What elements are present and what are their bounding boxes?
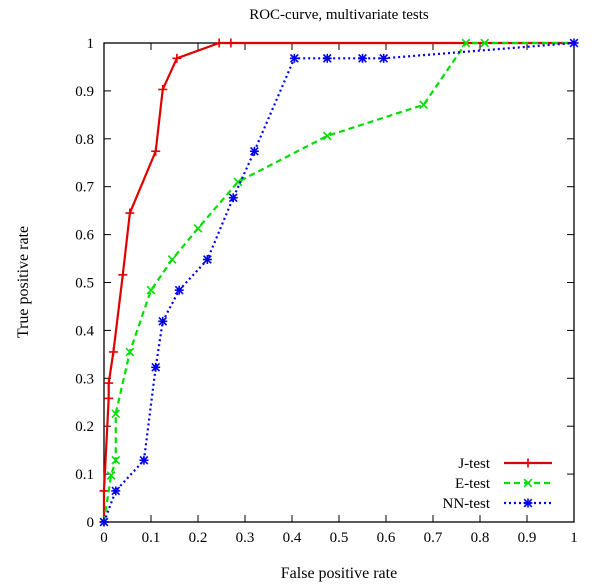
data-point-star — [151, 362, 161, 372]
data-point-plus — [214, 38, 224, 48]
data-point-cross — [322, 131, 332, 141]
y-axis-label: True positive rate — [15, 226, 32, 338]
data-point-cross — [167, 255, 177, 264]
plot-frame — [103, 42, 575, 523]
series-j-test — [99, 38, 574, 527]
y-tick-label: 0 — [87, 515, 95, 531]
y-tick-label: 0.5 — [75, 276, 94, 292]
data-point-star — [99, 517, 109, 527]
x-tick-label: 0 — [100, 530, 108, 546]
y-tick-label: 0.1 — [75, 467, 94, 483]
x-tick-label: 0.2 — [189, 530, 208, 546]
data-point-plus — [158, 84, 168, 94]
data-point-plus — [523, 458, 533, 468]
data-point-cross — [193, 223, 203, 233]
data-point-cross — [480, 38, 490, 48]
data-point-star — [322, 53, 332, 63]
y-tick-label: 0.2 — [75, 419, 94, 435]
y-tick-label: 0.4 — [75, 323, 94, 339]
y-tick-label: 0.6 — [75, 228, 94, 244]
legend-label: NN-test — [443, 496, 491, 512]
x-tick-label: 0.4 — [283, 530, 302, 546]
x-axis-label: False positive rate — [281, 565, 397, 582]
data-point-star — [249, 146, 259, 156]
y-tick-label: 0.9 — [75, 84, 94, 100]
data-point-star — [139, 455, 149, 465]
data-point-cross — [419, 100, 428, 110]
legend: J-test E-test NN-test — [443, 456, 552, 512]
legend-item-e-test: E-test — [455, 476, 552, 492]
legend-item-nn-test: NN-test — [443, 496, 552, 512]
y-tick-label: 0.7 — [75, 180, 94, 196]
data-point-star — [289, 53, 299, 63]
data-point-plus — [125, 208, 135, 218]
series-e-test — [99, 38, 574, 527]
data-point-plus — [104, 393, 114, 403]
data-point-star — [379, 53, 389, 63]
x-tick-label: 0.1 — [142, 530, 161, 546]
data-point-star — [358, 53, 367, 63]
data-point-plus — [226, 38, 236, 48]
data-point-plus — [151, 146, 161, 156]
data-point-star — [523, 498, 533, 508]
y-tick-label: 0.8 — [75, 132, 94, 148]
x-tick-label: 0.3 — [236, 530, 255, 546]
axis-ticks: 0 0.1 0.2 0.3 0.4 0.5 0.6 0.7 0.8 0.9 1 0 0.1 0.2 0.3 0… — [75, 36, 578, 546]
data-point-cross — [111, 455, 121, 465]
data-point-cross — [146, 285, 156, 295]
data-point-star — [174, 285, 184, 295]
data-point-star — [202, 255, 212, 265]
data-point-cross — [523, 478, 533, 488]
data-point-plus — [104, 378, 114, 388]
legend-label: E-test — [455, 476, 491, 492]
x-tick-label: 0.9 — [518, 530, 537, 546]
series-line — [102, 41, 574, 522]
series-line — [102, 41, 575, 523]
y-tick-label: 1 — [87, 36, 95, 52]
data-point-plus — [172, 53, 182, 63]
data-point-star — [158, 316, 168, 326]
data-point-cross — [111, 409, 121, 419]
chart-title: ROC-curve, multivariate tests — [249, 7, 429, 23]
data-point-cross — [125, 347, 135, 357]
data-point-cross — [106, 471, 116, 480]
legend-label: J-test — [458, 456, 490, 472]
data-point-plus — [108, 347, 118, 357]
series-layer — [99, 38, 579, 527]
series-line — [102, 41, 574, 523]
x-tick-label: 0.7 — [424, 530, 443, 546]
x-tick-label: 1 — [570, 530, 578, 546]
x-tick-label: 0.6 — [377, 530, 396, 546]
x-tick-label: 0.8 — [471, 530, 490, 546]
series-nn-test — [99, 38, 579, 527]
data-point-cross — [461, 38, 471, 48]
data-point-star — [569, 38, 579, 48]
x-tick-label: 0.5 — [330, 530, 349, 546]
y-tick-label: 0.3 — [75, 371, 94, 387]
data-point-plus — [118, 270, 128, 280]
data-point-star — [228, 193, 238, 203]
data-point-plus — [99, 486, 109, 496]
legend-item-j-test: J-test — [458, 456, 552, 472]
data-point-star — [111, 486, 121, 496]
data-point-cross — [233, 177, 243, 187]
plot-border — [103, 42, 575, 523]
